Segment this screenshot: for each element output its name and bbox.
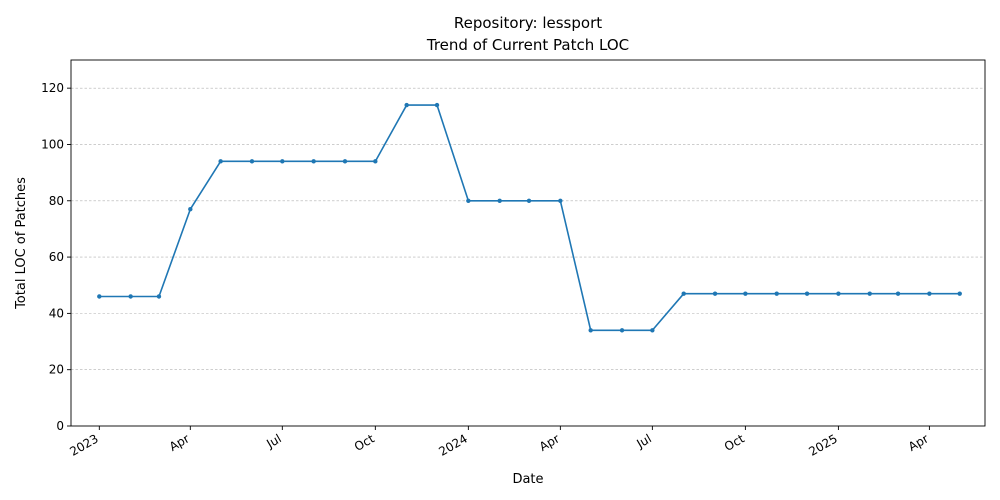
x-tick-label: 2024 bbox=[436, 431, 469, 458]
series-line bbox=[99, 104, 960, 332]
x-tick-label: Jul bbox=[263, 431, 283, 451]
data-point bbox=[218, 159, 223, 164]
data-point bbox=[311, 159, 316, 164]
y-tick-label: 20 bbox=[49, 363, 64, 377]
data-point bbox=[804, 291, 810, 296]
x-tick-label: Apr bbox=[537, 431, 562, 454]
data-point bbox=[867, 291, 872, 296]
x-tick-label: Jul bbox=[633, 431, 653, 451]
grid-lines bbox=[71, 87, 985, 370]
data-point bbox=[249, 159, 255, 164]
x-tick-label: Apr bbox=[906, 431, 931, 454]
data-point bbox=[774, 291, 779, 296]
x-tick-label: Apr bbox=[167, 431, 192, 454]
plot-frame bbox=[70, 59, 986, 427]
data-point bbox=[526, 198, 532, 203]
data-point bbox=[650, 328, 655, 333]
data-point bbox=[466, 198, 471, 203]
x-axis-label: Date bbox=[512, 472, 543, 487]
data-point bbox=[957, 291, 962, 296]
y-tick-label: 0 bbox=[56, 419, 64, 433]
y-axis-label: Total LOC of Patches bbox=[14, 177, 29, 310]
data-point bbox=[156, 294, 162, 299]
data-point bbox=[434, 102, 440, 108]
data-point bbox=[588, 328, 593, 333]
x-axis: 2023 Apr Jul Oct 2024 Apr Jul Oct 2025 Apr bbox=[67, 426, 931, 459]
y-axis: 0 20 40 60 80 100 120 bbox=[41, 81, 71, 433]
x-tick-label: Oct bbox=[352, 431, 377, 454]
x-tick-label: Oct bbox=[722, 431, 747, 454]
data-series bbox=[97, 102, 962, 333]
data-point bbox=[558, 198, 563, 203]
chart-subtitle: Trend of Current Patch LOC bbox=[426, 36, 629, 54]
y-tick-label: 80 bbox=[49, 194, 64, 208]
data-point bbox=[373, 159, 378, 164]
data-point bbox=[128, 294, 133, 299]
data-point bbox=[404, 102, 409, 108]
data-point bbox=[927, 291, 932, 296]
data-point bbox=[280, 159, 285, 164]
x-tick-label: 2025 bbox=[806, 431, 839, 458]
y-tick-label: 40 bbox=[49, 306, 64, 320]
data-point bbox=[681, 291, 686, 296]
data-point bbox=[836, 291, 841, 296]
y-tick-label: 60 bbox=[49, 250, 64, 264]
data-point bbox=[895, 291, 901, 296]
data-point bbox=[97, 294, 102, 299]
y-tick-label: 120 bbox=[41, 81, 64, 95]
y-tick-label: 100 bbox=[41, 137, 64, 151]
x-tick-label: 2023 bbox=[67, 431, 100, 458]
data-point bbox=[188, 207, 193, 212]
data-point bbox=[342, 159, 348, 164]
data-point bbox=[743, 291, 748, 296]
data-point bbox=[497, 198, 502, 203]
data-point bbox=[619, 328, 625, 333]
data-point bbox=[712, 291, 718, 296]
chart-title: Repository: lessport bbox=[454, 14, 602, 32]
